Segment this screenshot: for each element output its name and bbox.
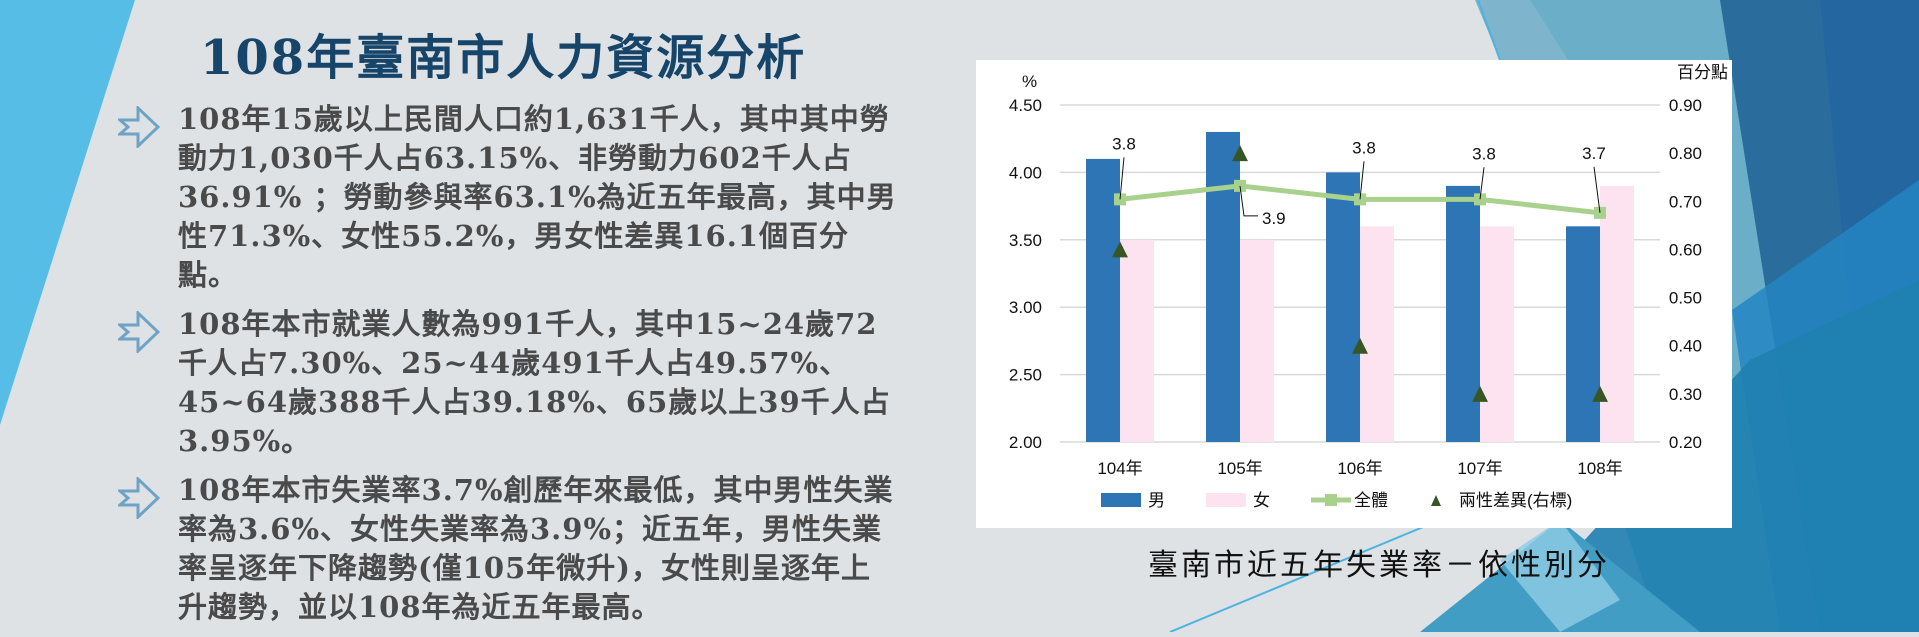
y-tick-label: 4.50 xyxy=(1009,96,1042,115)
bullet-text: 108年本市就業人數為991千人，其中15~24歲72千人占7.30%、25~4… xyxy=(178,307,891,458)
bullet-item: 108年15歲以上民間人口約1,631千人，其中其中勞動力1,030千人占63.… xyxy=(118,100,898,295)
bullet-item: 108年本市失業率3.7%創歷年來最低，其中男性失業率為3.6%、女性失業率為3… xyxy=(118,471,898,627)
bar-female xyxy=(1360,226,1394,442)
outline-arrow-icon xyxy=(118,311,160,353)
bar-female xyxy=(1120,239,1154,442)
bullet-text: 108年本市失業率3.7%創歷年來最低，其中男性失業率為3.6%、女性失業率為3… xyxy=(178,473,894,624)
bullet-list: 108年15歲以上民間人口約1,631千人，其中其中勞動力1,030千人占63.… xyxy=(118,100,898,637)
outline-arrow-icon xyxy=(118,106,160,148)
chart-panel: 4.50 4.00 3.50 3.00 2.50 2.00 0.90 0.80 0.70 0.60… xyxy=(976,60,1732,528)
y-tick-label: 3.50 xyxy=(1009,231,1042,250)
bar-female xyxy=(1480,226,1514,442)
y2-tick-label: 0.50 xyxy=(1669,289,1702,308)
y2-axis-label: 百分點 xyxy=(1677,63,1728,83)
bar-male xyxy=(1566,226,1600,442)
x-tick-label: 104年 xyxy=(1097,459,1142,478)
y-tick-label: 2.00 xyxy=(1009,433,1042,452)
y2-tick-label: 0.70 xyxy=(1669,192,1702,211)
legend-male: 男 xyxy=(1148,491,1165,510)
bullet-text: 108年15歲以上民間人口約1,631千人，其中其中勞動力1,030千人占63.… xyxy=(178,102,897,292)
legend-female: 女 xyxy=(1253,491,1270,510)
data-label: 3.8 xyxy=(1112,134,1136,153)
legend-total: 全體 xyxy=(1354,491,1388,510)
bar-male xyxy=(1326,172,1360,442)
y2-tick-label: 0.20 xyxy=(1669,433,1702,452)
chart-caption: 臺南市近五年失業率－依性別分 xyxy=(1148,548,1610,583)
marker-diff xyxy=(1472,385,1488,402)
bar-male xyxy=(1446,185,1480,442)
marker-diff xyxy=(1112,241,1128,258)
y-tick-label: 2.50 xyxy=(1009,366,1042,385)
data-label: 3.7 xyxy=(1582,144,1606,163)
y-axis-label: % xyxy=(1022,72,1037,91)
marker-diff xyxy=(1352,337,1368,354)
data-label: 3.8 xyxy=(1352,138,1376,157)
data-label: 3.8 xyxy=(1472,144,1496,163)
data-label: 3.9 xyxy=(1262,209,1286,228)
bar-male xyxy=(1206,131,1240,442)
y2-tick-label: 0.80 xyxy=(1669,144,1702,163)
x-tick-label: 106年 xyxy=(1337,459,1382,478)
y2-tick-label: 0.60 xyxy=(1669,240,1702,259)
marker-diff xyxy=(1592,385,1608,402)
y-tick-label: 4.00 xyxy=(1009,163,1042,182)
bar-male xyxy=(1086,158,1120,443)
bar-female xyxy=(1600,185,1634,442)
y2-tick-label: 0.90 xyxy=(1669,96,1702,115)
x-tick-label: 107年 xyxy=(1457,459,1502,478)
bullet-item: 108年本市就業人數為991千人，其中15~24歲72千人占7.30%、25~4… xyxy=(118,305,898,461)
unemployment-chart: 4.50 4.00 3.50 3.00 2.50 2.00 0.90 0.80 0.70 0.60… xyxy=(1009,63,1728,510)
x-tick-label: 108年 xyxy=(1577,459,1622,478)
marker-diff xyxy=(1232,145,1248,162)
x-tick-label: 105年 xyxy=(1217,459,1262,478)
slide-title: 108年臺南市人力資源分析 xyxy=(200,30,807,86)
outline-arrow-icon xyxy=(118,477,160,519)
y2-tick-label: 0.30 xyxy=(1669,385,1702,404)
y-tick-label: 3.00 xyxy=(1009,298,1042,317)
legend-diff: 兩性差異(右標) xyxy=(1459,491,1572,510)
bar-female xyxy=(1240,239,1274,442)
y2-tick-label: 0.40 xyxy=(1669,337,1702,356)
